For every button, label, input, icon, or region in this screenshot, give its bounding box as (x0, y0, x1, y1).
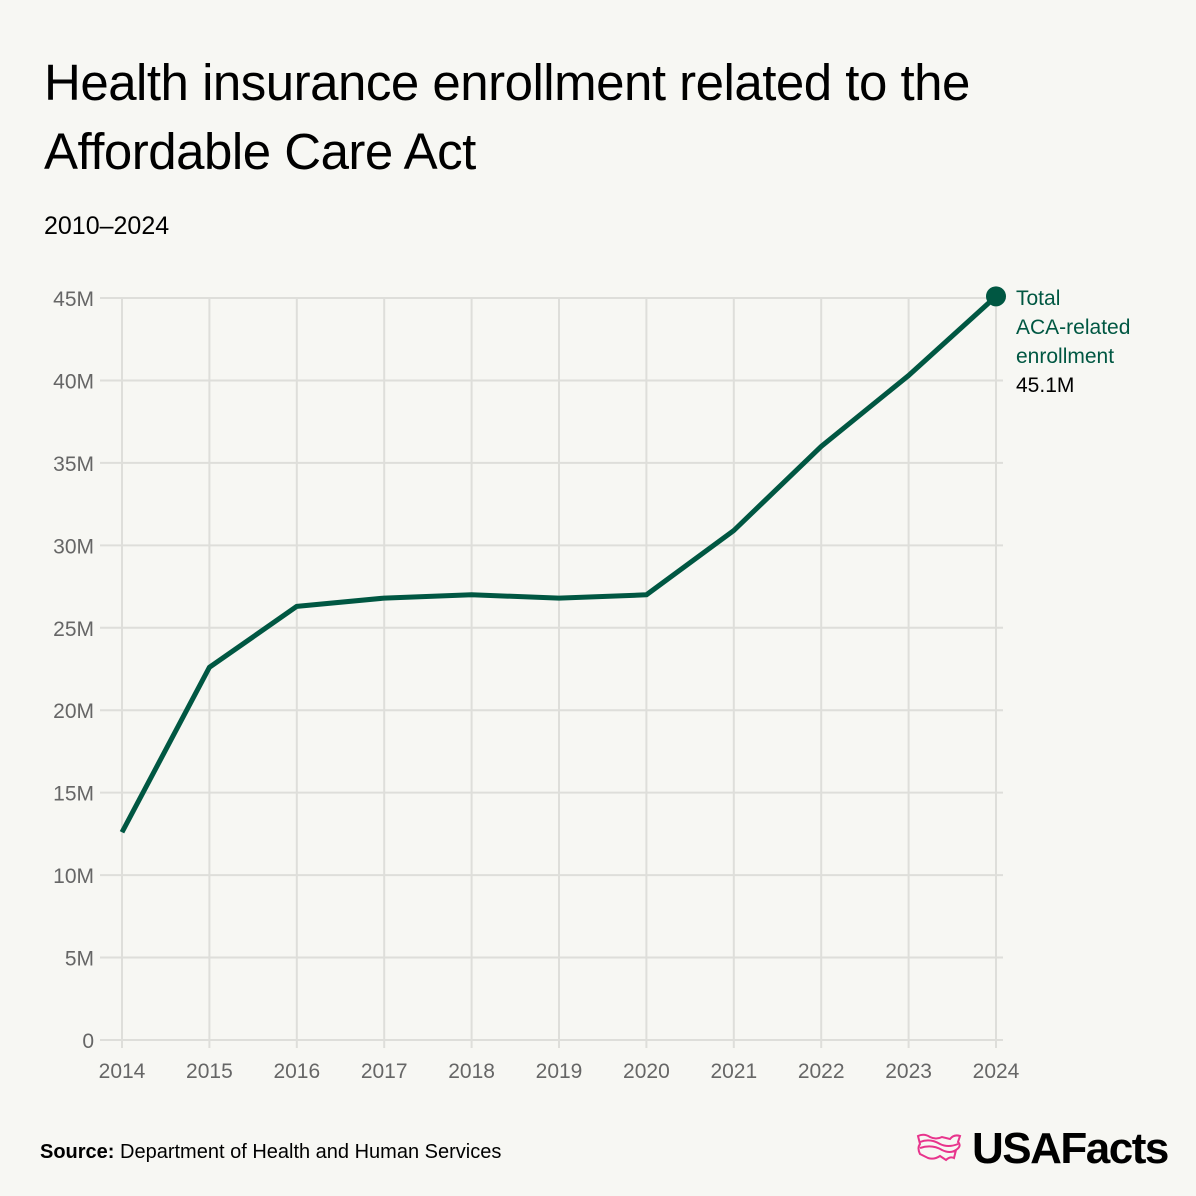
x-tick-label: 2020 (623, 1060, 670, 1083)
chart-subtitle: 2010–2024 (44, 212, 170, 240)
series-line (119, 294, 998, 834)
source-note: Source: Department of Health and Human S… (40, 1141, 501, 1164)
end-value-label: 45.1M (1016, 374, 1074, 397)
x-tick-label: 2022 (798, 1060, 845, 1083)
y-tick-label: 40M (53, 370, 94, 393)
x-tick-label: 2017 (361, 1060, 408, 1083)
y-tick-label: 0 (82, 1030, 94, 1053)
y-tick-label: 20M (53, 700, 94, 723)
x-tick-label: 2024 (973, 1060, 1020, 1083)
x-tick-label: 2016 (273, 1060, 320, 1083)
chart-title: Health insurance enrollment related to t… (44, 54, 970, 180)
y-tick-label: 35M (53, 453, 94, 476)
y-tick-label: 25M (53, 618, 94, 641)
usa-map-icon (916, 1133, 962, 1162)
usafacts-logo: USAFacts (916, 1124, 1169, 1174)
logo-text: USAFacts (972, 1124, 1169, 1173)
y-tick-label: 30M (53, 535, 94, 558)
series-label-line: ACA-related (1016, 316, 1130, 339)
y-tick-label: 15M (53, 783, 94, 806)
x-tick-label: 2023 (885, 1060, 932, 1083)
y-tick-label: 45M (53, 288, 94, 311)
x-tick-label: 2015 (186, 1060, 233, 1083)
data-point (986, 286, 1006, 307)
x-tick-label: 2019 (536, 1060, 583, 1083)
y-tick-label: 5M (65, 948, 94, 971)
series-label-line: enrollment (1016, 345, 1114, 368)
x-tick-label: 2021 (710, 1060, 757, 1083)
source-text: Department of Health and Human Services (120, 1141, 502, 1163)
x-tick-label: 2018 (448, 1060, 495, 1083)
series-label-line: Total (1016, 287, 1060, 310)
source-label: Source: (40, 1141, 115, 1163)
x-tick-label: 2014 (99, 1060, 146, 1083)
y-tick-label: 10M (53, 865, 94, 888)
